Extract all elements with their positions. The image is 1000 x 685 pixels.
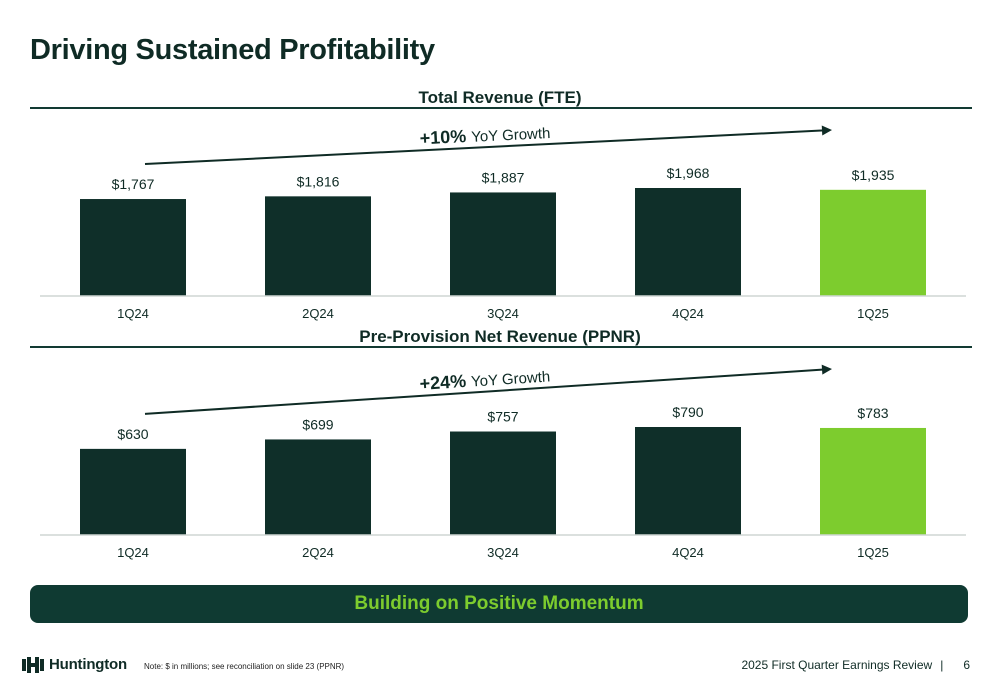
data-label: $1,816 <box>297 173 340 189</box>
x-tick-label: 2Q24 <box>302 306 334 321</box>
data-label: $1,887 <box>482 169 525 185</box>
bar-4q24 <box>635 427 741 535</box>
momentum-banner: Building on Positive Momentum <box>30 585 968 623</box>
data-label: $1,767 <box>112 176 155 192</box>
bar-1q24 <box>80 448 186 535</box>
growth-annotation: +10% YoY Growth <box>419 122 551 148</box>
x-tick-label: 1Q24 <box>117 306 149 321</box>
report-name: 2025 First Quarter Earnings Review <box>741 658 933 672</box>
growth-arrow-line <box>144 368 825 415</box>
chart-rule-ppnr <box>30 346 972 348</box>
bar-1q25 <box>820 189 926 296</box>
chart-title-revenue: Total Revenue (FTE) <box>418 88 582 107</box>
growth-arrow-line <box>144 129 825 166</box>
x-tick-label: 2Q24 <box>302 545 334 560</box>
data-label: $699 <box>302 416 333 432</box>
banner-text: Building on Positive Momentum <box>354 593 644 614</box>
huntington-logo: Huntington <box>22 656 127 673</box>
growth-arrow-head <box>821 364 832 375</box>
x-tick-label: 1Q25 <box>857 545 889 560</box>
data-label: $1,968 <box>667 165 710 181</box>
bar-3q24 <box>450 431 556 535</box>
x-tick-label: 3Q24 <box>487 306 519 321</box>
growth-arrow-head <box>821 125 832 136</box>
data-label: $790 <box>672 404 703 420</box>
logo-text: Huntington <box>49 656 127 673</box>
x-tick-label: 4Q24 <box>672 545 704 560</box>
footer-right: 2025 First Quarter Earnings Review | 6 <box>741 658 970 672</box>
bar-2q24 <box>265 196 371 296</box>
bar-2q24 <box>265 439 371 535</box>
chart-rule-revenue <box>30 107 972 109</box>
bar-1q24 <box>80 199 186 296</box>
data-label: $1,935 <box>852 167 895 183</box>
huntington-logo-icon <box>22 656 44 673</box>
bar-1q25 <box>820 427 926 535</box>
data-label: $783 <box>857 405 888 421</box>
bar-3q24 <box>450 192 556 296</box>
data-label: $757 <box>487 409 518 425</box>
page-title: Driving Sustained Profitability <box>30 34 435 66</box>
x-tick-label: 4Q24 <box>672 306 704 321</box>
chart-title-ppnr: Pre-Provision Net Revenue (PPNR) <box>359 327 641 346</box>
ppnr-bar-chart: $630 1Q24 $699 2Q24 $757 3Q24 $790 4Q24 $783 1Q25… <box>40 364 966 560</box>
page-number: 6 <box>963 658 970 672</box>
data-label: $630 <box>117 426 148 442</box>
footnote: Note: $ in millions; see reconciliation … <box>144 662 345 671</box>
bar-4q24 <box>635 188 741 296</box>
footer-separator: | <box>940 658 944 672</box>
revenue-bar-chart: $1,767 1Q24 $1,816 2Q24 $1,887 3Q24 $1,968 4Q24… <box>40 122 966 321</box>
x-tick-label: 1Q25 <box>857 306 889 321</box>
growth-annotation: +24% YoY Growth <box>419 365 551 393</box>
footer: Huntington Note: $ in millions; see reco… <box>0 650 1000 680</box>
x-tick-label: 3Q24 <box>487 545 519 560</box>
x-tick-label: 1Q24 <box>117 545 149 560</box>
